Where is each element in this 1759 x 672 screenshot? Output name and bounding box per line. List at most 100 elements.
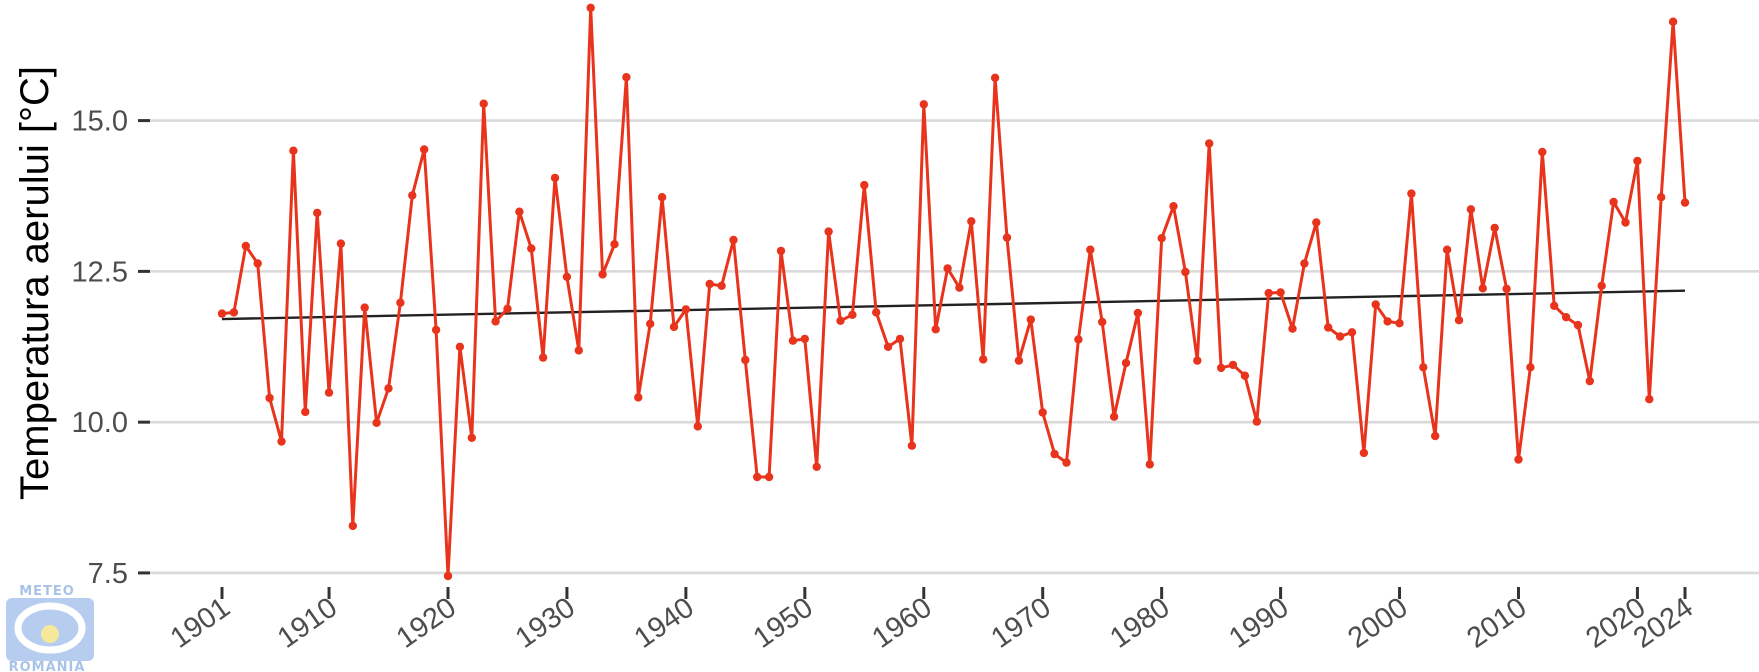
- x-tick-label: 1920: [391, 592, 462, 655]
- data-point: [741, 355, 750, 365]
- data-point: [1205, 139, 1214, 148]
- data-point: [1252, 417, 1262, 426]
- data-point: [420, 145, 429, 154]
- data-point: [1121, 358, 1131, 368]
- data-point: [1395, 319, 1404, 328]
- data-point: [491, 317, 500, 326]
- data-point: [1169, 202, 1178, 211]
- data-point: [265, 393, 274, 403]
- data-point: [586, 3, 595, 12]
- data-point: [990, 73, 1000, 83]
- data-point: [1098, 317, 1107, 327]
- data-point: [241, 241, 250, 251]
- data-point: [800, 334, 809, 344]
- data-point: [967, 217, 976, 226]
- x-tick-label: 2010: [1461, 592, 1532, 655]
- data-point: [1026, 315, 1036, 324]
- data-point: [515, 207, 524, 216]
- data-point: [657, 193, 667, 202]
- data-point: [848, 310, 857, 319]
- data-point: [753, 472, 762, 482]
- data-point: [550, 173, 560, 183]
- data-point: [1538, 147, 1547, 157]
- data-point: [943, 264, 952, 273]
- data-point: [669, 322, 679, 332]
- data-point: [1597, 281, 1606, 290]
- data-point: [646, 319, 655, 328]
- x-tick-label: 1901: [165, 592, 236, 655]
- data-point: [1312, 218, 1321, 227]
- series-line: [221, 6, 1687, 578]
- x-tick-label: 1950: [748, 592, 819, 655]
- data-point: [1657, 193, 1666, 202]
- logo-ring-icon: [14, 602, 86, 654]
- logo-sun-icon: [41, 625, 59, 643]
- data-point: [1002, 233, 1012, 242]
- data-point: [1668, 17, 1678, 26]
- data-point: [634, 393, 643, 402]
- data-point: [1145, 460, 1155, 469]
- data-point: [455, 342, 465, 351]
- data-point: [824, 227, 833, 236]
- data-point: [253, 259, 262, 268]
- data-point: [1609, 197, 1618, 207]
- data-point: [836, 316, 845, 325]
- x-tick-label: 1910: [272, 592, 343, 655]
- data-point: [1086, 245, 1095, 254]
- data-point: [538, 353, 548, 362]
- data-point: [1526, 363, 1535, 372]
- data-point: [1181, 267, 1190, 277]
- data-point: [1407, 189, 1416, 198]
- data-point: [1621, 218, 1630, 227]
- data-point: [1276, 288, 1285, 297]
- x-tick-label: 1930: [510, 592, 581, 655]
- data-point: [1633, 156, 1642, 166]
- data-point: [1383, 317, 1392, 326]
- data-point: [1514, 455, 1523, 464]
- data-point: [955, 283, 964, 292]
- data-point: [217, 309, 227, 318]
- data-point: [467, 433, 476, 442]
- y-axis-label: Temperatura aerului [°C]: [13, 66, 57, 500]
- data-point: [622, 73, 631, 82]
- data-point: [883, 342, 893, 351]
- data-point: [384, 384, 393, 393]
- data-point: [1442, 245, 1452, 254]
- data-point: [503, 304, 512, 313]
- data-point: [527, 244, 536, 253]
- data-point: [764, 472, 774, 482]
- data-point: [277, 437, 286, 446]
- data-point: [574, 346, 583, 355]
- logo-top-text: METEO: [19, 584, 75, 599]
- data-point: [1324, 323, 1333, 332]
- data-point: [1680, 198, 1690, 207]
- data-point: [1264, 288, 1273, 298]
- data-point: [443, 571, 453, 581]
- data-point: [1550, 301, 1559, 310]
- data-point: [1157, 234, 1166, 243]
- data-point: [1240, 371, 1250, 380]
- data-point: [1288, 324, 1297, 333]
- data-point: [1454, 316, 1464, 325]
- data-point: [1573, 320, 1583, 330]
- data-point: [788, 336, 798, 345]
- data-point: [301, 407, 310, 417]
- data-point: [360, 303, 369, 312]
- trend-line: [221, 289, 1686, 321]
- data-point: [1193, 356, 1202, 365]
- data-point: [907, 441, 917, 450]
- data-point: [1645, 395, 1654, 404]
- data-point: [1347, 328, 1357, 337]
- y-tick-label: 15.0: [72, 106, 128, 138]
- data-point: [1062, 458, 1071, 467]
- y-tick-label: 10.0: [72, 407, 128, 439]
- logo-bottom-text: ROMANIA: [9, 660, 86, 672]
- data-point: [1109, 412, 1119, 421]
- data-point: [1585, 376, 1595, 386]
- data-point: [1359, 448, 1369, 458]
- data-point: [681, 305, 691, 314]
- data-point: [408, 191, 417, 200]
- data-point: [1074, 335, 1083, 344]
- data-point: [1216, 363, 1226, 373]
